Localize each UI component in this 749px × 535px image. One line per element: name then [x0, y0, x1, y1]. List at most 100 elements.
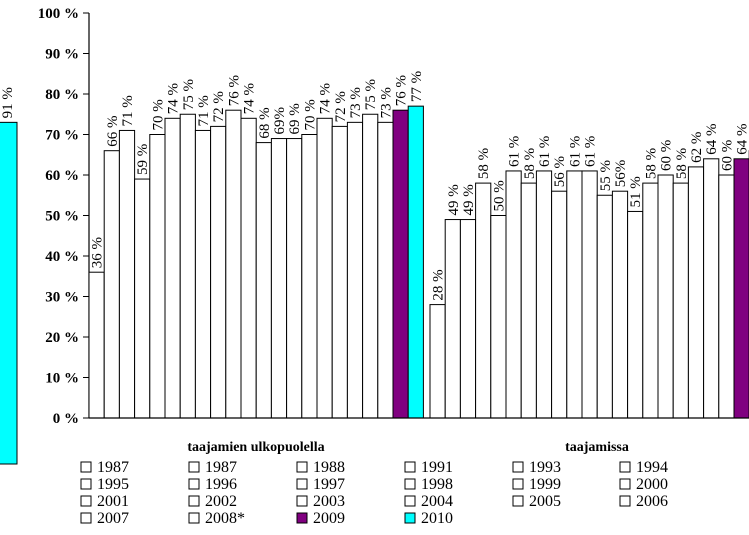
- data-label: 58 %: [476, 148, 492, 179]
- legend-label: 1999: [529, 476, 561, 493]
- legend-swatch: [619, 461, 631, 473]
- bar: [566, 170, 583, 419]
- legend-label: 2009: [313, 510, 345, 527]
- bar: [225, 109, 242, 419]
- bar: [301, 134, 318, 419]
- bar: [164, 117, 181, 419]
- bar: [581, 170, 598, 419]
- legend-swatch: [296, 478, 308, 490]
- bar: [118, 129, 136, 419]
- partial-left-bar: [0, 121, 18, 465]
- data-label: 72 %: [333, 91, 349, 122]
- data-label: 55 %: [598, 160, 614, 191]
- data-label: 60 %: [659, 140, 675, 171]
- legend-label: 1987: [205, 459, 237, 476]
- bar: [459, 219, 477, 419]
- bar: [627, 210, 644, 419]
- legend-swatch: [80, 495, 92, 507]
- data-label: 56 %: [552, 156, 568, 187]
- bar: [718, 174, 735, 419]
- bar: [362, 113, 379, 419]
- data-label: 28 %: [431, 269, 447, 300]
- category-labels: taajamien ulkopuolella taajamissa: [187, 440, 629, 455]
- bar: [611, 190, 629, 419]
- data-label: 61 %: [537, 136, 553, 167]
- y-axis: 0 % 10 % 20 % 30 % 40 % 50 % 60 % 70 % 80 % 90 % 1…: [38, 6, 90, 427]
- bar: [505, 170, 522, 419]
- legend-swatch: [512, 478, 524, 490]
- data-label: 70 %: [302, 99, 318, 130]
- data-label: 71 %: [196, 95, 212, 126]
- data-label: 59 %: [135, 144, 151, 175]
- data-label: 64 %: [704, 124, 720, 155]
- legend-swatch: [404, 512, 416, 524]
- legend-swatch: [188, 461, 200, 473]
- bar: [331, 125, 348, 419]
- bar: [194, 129, 212, 419]
- y-tick-label: 70 %: [45, 128, 79, 144]
- legend-swatch: [296, 512, 308, 524]
- legend-swatch: [512, 495, 524, 507]
- legend-swatch: [404, 495, 416, 507]
- data-label: 75 %: [363, 79, 379, 110]
- data-label: 75 %: [181, 79, 197, 110]
- legend-swatch: [619, 478, 631, 490]
- legend-label: 2006: [636, 493, 668, 510]
- y-tick-label: 90 %: [45, 47, 79, 63]
- legend: 1987 1987 1988 1991 1993 1994 1995 1996 1997 1998…: [80, 459, 668, 527]
- bar: [642, 182, 659, 419]
- data-label: 77 %: [409, 71, 425, 102]
- data-label: 61 %: [507, 136, 523, 167]
- data-label: 73 %: [378, 87, 394, 118]
- y-tick-label: 30 %: [45, 290, 79, 306]
- legend-swatch: [188, 495, 200, 507]
- legend-label: 1996: [205, 476, 237, 493]
- bar: [703, 158, 720, 419]
- data-label: 51 %: [628, 176, 644, 207]
- data-label: 68 %: [257, 107, 273, 138]
- data-label: 49 %: [446, 184, 462, 215]
- data-label: 69 %: [287, 103, 303, 134]
- data-label: 74 %: [166, 83, 182, 114]
- legend-swatch: [619, 495, 631, 507]
- legend-swatch: [188, 512, 200, 524]
- legend-swatch: [80, 461, 92, 473]
- bar: [88, 271, 105, 419]
- legend-label: 1995: [97, 476, 129, 493]
- data-label: 76 %: [226, 75, 242, 106]
- data-label: 62 %: [689, 132, 705, 163]
- bar: [444, 219, 461, 419]
- bar: [270, 138, 288, 419]
- legend-swatch: [80, 512, 92, 524]
- y-tick-label: 60 %: [45, 168, 79, 184]
- data-label: 50 %: [491, 180, 507, 211]
- y-tick-label: 80 %: [45, 87, 79, 103]
- data-label: 58 %: [522, 148, 538, 179]
- legend-label: 2003: [313, 493, 345, 510]
- legend-label: 1988: [313, 459, 345, 476]
- bar: [210, 125, 227, 419]
- category-label-outside: taajamien ulkopuolella: [187, 440, 324, 455]
- bar: [286, 138, 303, 419]
- legend-label: 1993: [529, 459, 561, 476]
- legend-swatch: [404, 461, 416, 473]
- bar: [392, 109, 409, 419]
- data-label: 74 %: [318, 83, 334, 114]
- bar: [551, 190, 568, 419]
- data-label: 58 %: [643, 148, 659, 179]
- data-label: 56%: [613, 160, 629, 188]
- y-tick-label: 0 %: [53, 411, 79, 427]
- y-tick-label: 10 %: [45, 371, 79, 387]
- legend-label: 2005: [529, 493, 561, 510]
- legend-swatch: [296, 495, 308, 507]
- legend-label: 2000: [636, 476, 668, 493]
- legend-label: 2008*: [205, 510, 245, 527]
- bar: [103, 150, 120, 419]
- bar: [672, 182, 689, 419]
- bar: [179, 113, 196, 419]
- y-tick-label: 40 %: [45, 249, 79, 265]
- data-label: 76 %: [394, 75, 410, 106]
- data-label: 66 %: [105, 115, 121, 146]
- bar: [429, 304, 446, 419]
